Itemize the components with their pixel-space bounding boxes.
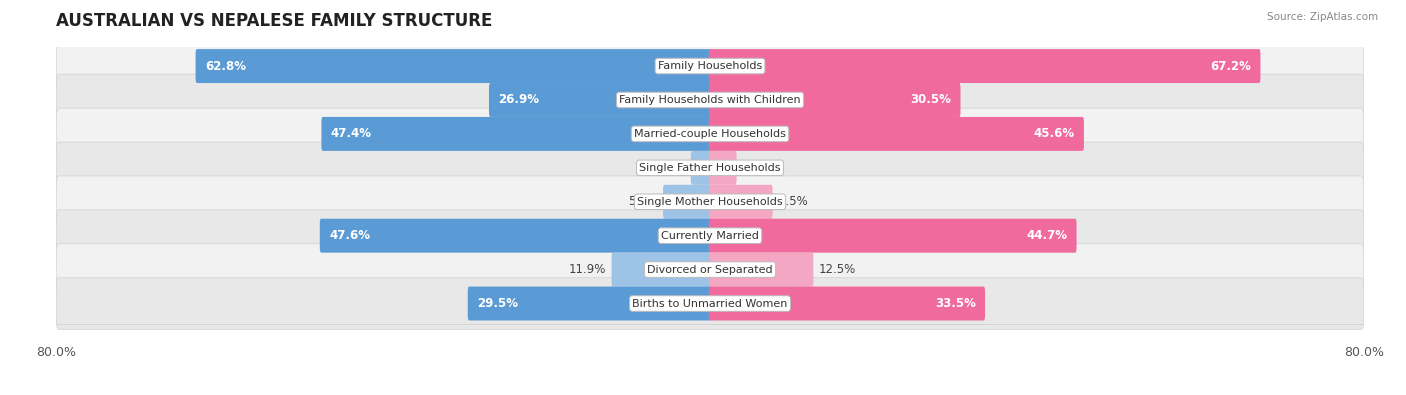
Text: AUSTRALIAN VS NEPALESE FAMILY STRUCTURE: AUSTRALIAN VS NEPALESE FAMILY STRUCTURE — [56, 12, 492, 30]
FancyBboxPatch shape — [489, 83, 711, 117]
FancyBboxPatch shape — [709, 49, 1260, 83]
Text: 5.6%: 5.6% — [628, 195, 658, 208]
Text: 33.5%: 33.5% — [935, 297, 976, 310]
FancyBboxPatch shape — [664, 185, 711, 219]
FancyBboxPatch shape — [709, 286, 986, 320]
Text: Currently Married: Currently Married — [661, 231, 759, 241]
Text: 47.4%: 47.4% — [330, 128, 371, 140]
FancyBboxPatch shape — [690, 151, 711, 185]
Text: 67.2%: 67.2% — [1211, 60, 1251, 73]
FancyBboxPatch shape — [709, 117, 1084, 151]
Text: Source: ZipAtlas.com: Source: ZipAtlas.com — [1267, 12, 1378, 22]
FancyBboxPatch shape — [612, 253, 711, 286]
FancyBboxPatch shape — [709, 185, 772, 219]
Text: 12.5%: 12.5% — [818, 263, 856, 276]
FancyBboxPatch shape — [709, 219, 1077, 253]
Text: 30.5%: 30.5% — [910, 94, 950, 107]
FancyBboxPatch shape — [56, 278, 1364, 329]
Text: Single Father Households: Single Father Households — [640, 163, 780, 173]
FancyBboxPatch shape — [56, 142, 1364, 194]
Text: 26.9%: 26.9% — [498, 94, 540, 107]
FancyBboxPatch shape — [56, 176, 1364, 228]
FancyBboxPatch shape — [56, 108, 1364, 160]
Text: Family Households: Family Households — [658, 61, 762, 71]
Text: 44.7%: 44.7% — [1026, 229, 1067, 242]
Text: 62.8%: 62.8% — [205, 60, 246, 73]
Text: 47.6%: 47.6% — [329, 229, 370, 242]
Text: 7.5%: 7.5% — [778, 195, 807, 208]
FancyBboxPatch shape — [709, 151, 737, 185]
FancyBboxPatch shape — [468, 286, 711, 320]
Text: 2.2%: 2.2% — [655, 161, 686, 174]
Text: Births to Unmarried Women: Births to Unmarried Women — [633, 299, 787, 308]
Text: 11.9%: 11.9% — [569, 263, 606, 276]
FancyBboxPatch shape — [56, 244, 1364, 295]
Text: Divorced or Separated: Divorced or Separated — [647, 265, 773, 275]
Text: 45.6%: 45.6% — [1033, 128, 1074, 140]
FancyBboxPatch shape — [56, 74, 1364, 126]
FancyBboxPatch shape — [195, 49, 711, 83]
Text: Married-couple Households: Married-couple Households — [634, 129, 786, 139]
FancyBboxPatch shape — [56, 40, 1364, 92]
Text: Single Mother Households: Single Mother Households — [637, 197, 783, 207]
Text: 3.1%: 3.1% — [742, 161, 772, 174]
FancyBboxPatch shape — [319, 219, 711, 253]
FancyBboxPatch shape — [709, 253, 814, 286]
FancyBboxPatch shape — [709, 83, 960, 117]
Text: 29.5%: 29.5% — [477, 297, 519, 310]
FancyBboxPatch shape — [56, 210, 1364, 261]
Text: Family Households with Children: Family Households with Children — [619, 95, 801, 105]
FancyBboxPatch shape — [322, 117, 711, 151]
